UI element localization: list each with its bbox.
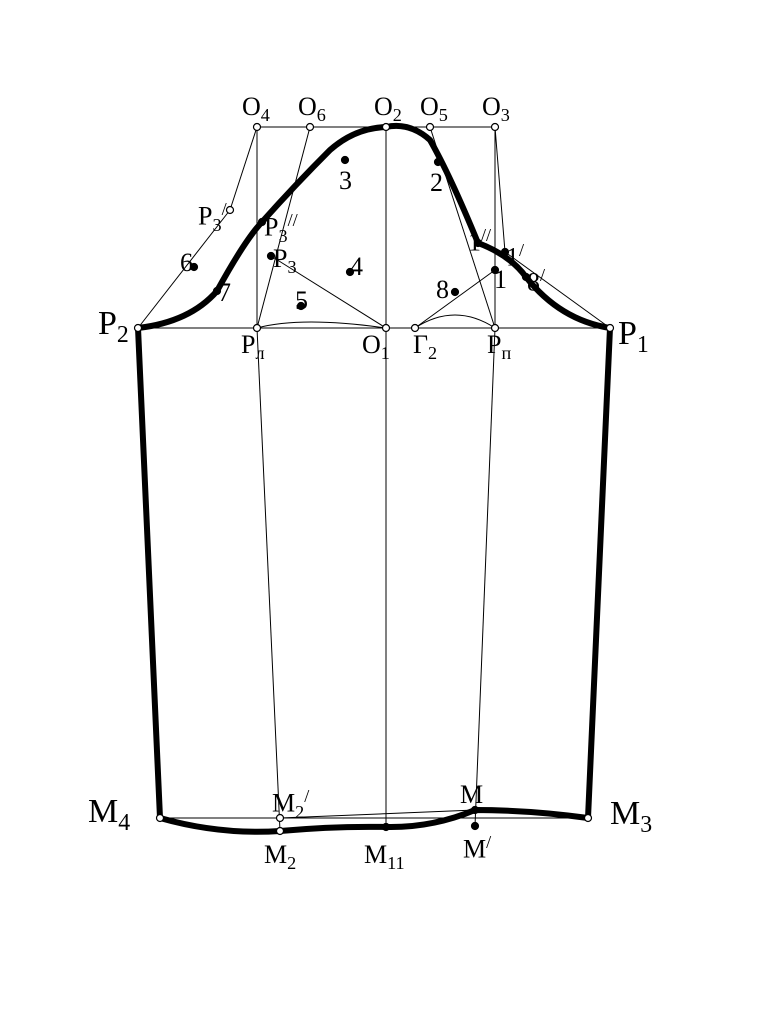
- label-num1p: 1/: [506, 240, 524, 273]
- label-num8p: 8/: [527, 265, 545, 298]
- label-P1: P1: [618, 315, 649, 359]
- label-num1pp: 1//: [468, 225, 491, 258]
- label-num2: 2: [430, 168, 443, 198]
- label-num4: 4: [350, 252, 363, 282]
- label-P3p: P3/: [198, 199, 227, 236]
- label-M11: M11: [364, 840, 405, 874]
- label-O3: O3: [482, 92, 510, 126]
- label-M: M: [460, 780, 483, 810]
- label-O6: O6: [298, 92, 326, 126]
- label-M3: M3: [610, 795, 652, 839]
- label-G2: Г2: [413, 330, 437, 364]
- label-num1: 1: [494, 265, 507, 295]
- label-O5: O5: [420, 92, 448, 126]
- label-O4: O4: [242, 92, 270, 126]
- label-P2: P2: [98, 305, 129, 349]
- label-P3: P3: [273, 244, 297, 278]
- label-M4: M4: [88, 793, 130, 837]
- label-M2p: M2/: [272, 786, 309, 823]
- label-O1: O1: [362, 330, 390, 364]
- label-num7: 7: [218, 278, 231, 308]
- label-PL: Pл: [241, 330, 265, 364]
- label-num8: 8: [436, 275, 449, 305]
- label-PP: Pп: [487, 330, 511, 364]
- label-M2: M2: [264, 840, 296, 874]
- label-num6: 6: [180, 248, 193, 278]
- label-Mp: M/: [463, 832, 491, 865]
- label-num3: 3: [339, 166, 352, 196]
- label-O2: O2: [374, 92, 402, 126]
- label-P3pp: P3//: [264, 210, 298, 247]
- label-num5: 5: [295, 286, 308, 316]
